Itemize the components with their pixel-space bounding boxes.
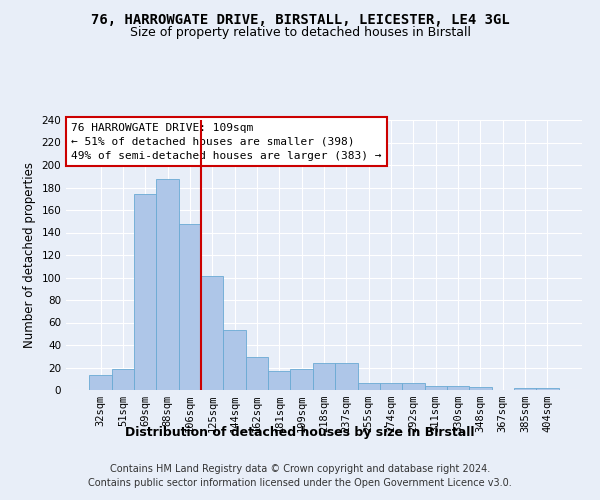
Bar [246, 358, 268, 390]
Bar [134, 194, 157, 390]
Bar [380, 383, 402, 390]
Bar [179, 224, 201, 390]
Bar [290, 368, 313, 390]
Text: Size of property relative to detached houses in Birstall: Size of property relative to detached ho… [130, 26, 470, 39]
Bar [201, 276, 223, 390]
Bar [313, 363, 335, 390]
Bar [358, 383, 380, 390]
Bar [112, 368, 134, 390]
Bar [402, 383, 425, 390]
Bar [89, 376, 112, 390]
Y-axis label: Number of detached properties: Number of detached properties [23, 162, 36, 348]
Text: 76 HARROWGATE DRIVE: 109sqm
← 51% of detached houses are smaller (398)
49% of se: 76 HARROWGATE DRIVE: 109sqm ← 51% of det… [71, 122, 382, 160]
Bar [223, 330, 246, 390]
Bar [536, 388, 559, 390]
Bar [514, 388, 536, 390]
Text: Contains HM Land Registry data © Crown copyright and database right 2024.
Contai: Contains HM Land Registry data © Crown c… [88, 464, 512, 487]
Bar [335, 363, 358, 390]
Bar [447, 386, 469, 390]
Bar [268, 371, 290, 390]
Bar [157, 178, 179, 390]
Text: Distribution of detached houses by size in Birstall: Distribution of detached houses by size … [125, 426, 475, 439]
Bar [469, 386, 491, 390]
Bar [425, 386, 447, 390]
Text: 76, HARROWGATE DRIVE, BIRSTALL, LEICESTER, LE4 3GL: 76, HARROWGATE DRIVE, BIRSTALL, LEICESTE… [91, 12, 509, 26]
